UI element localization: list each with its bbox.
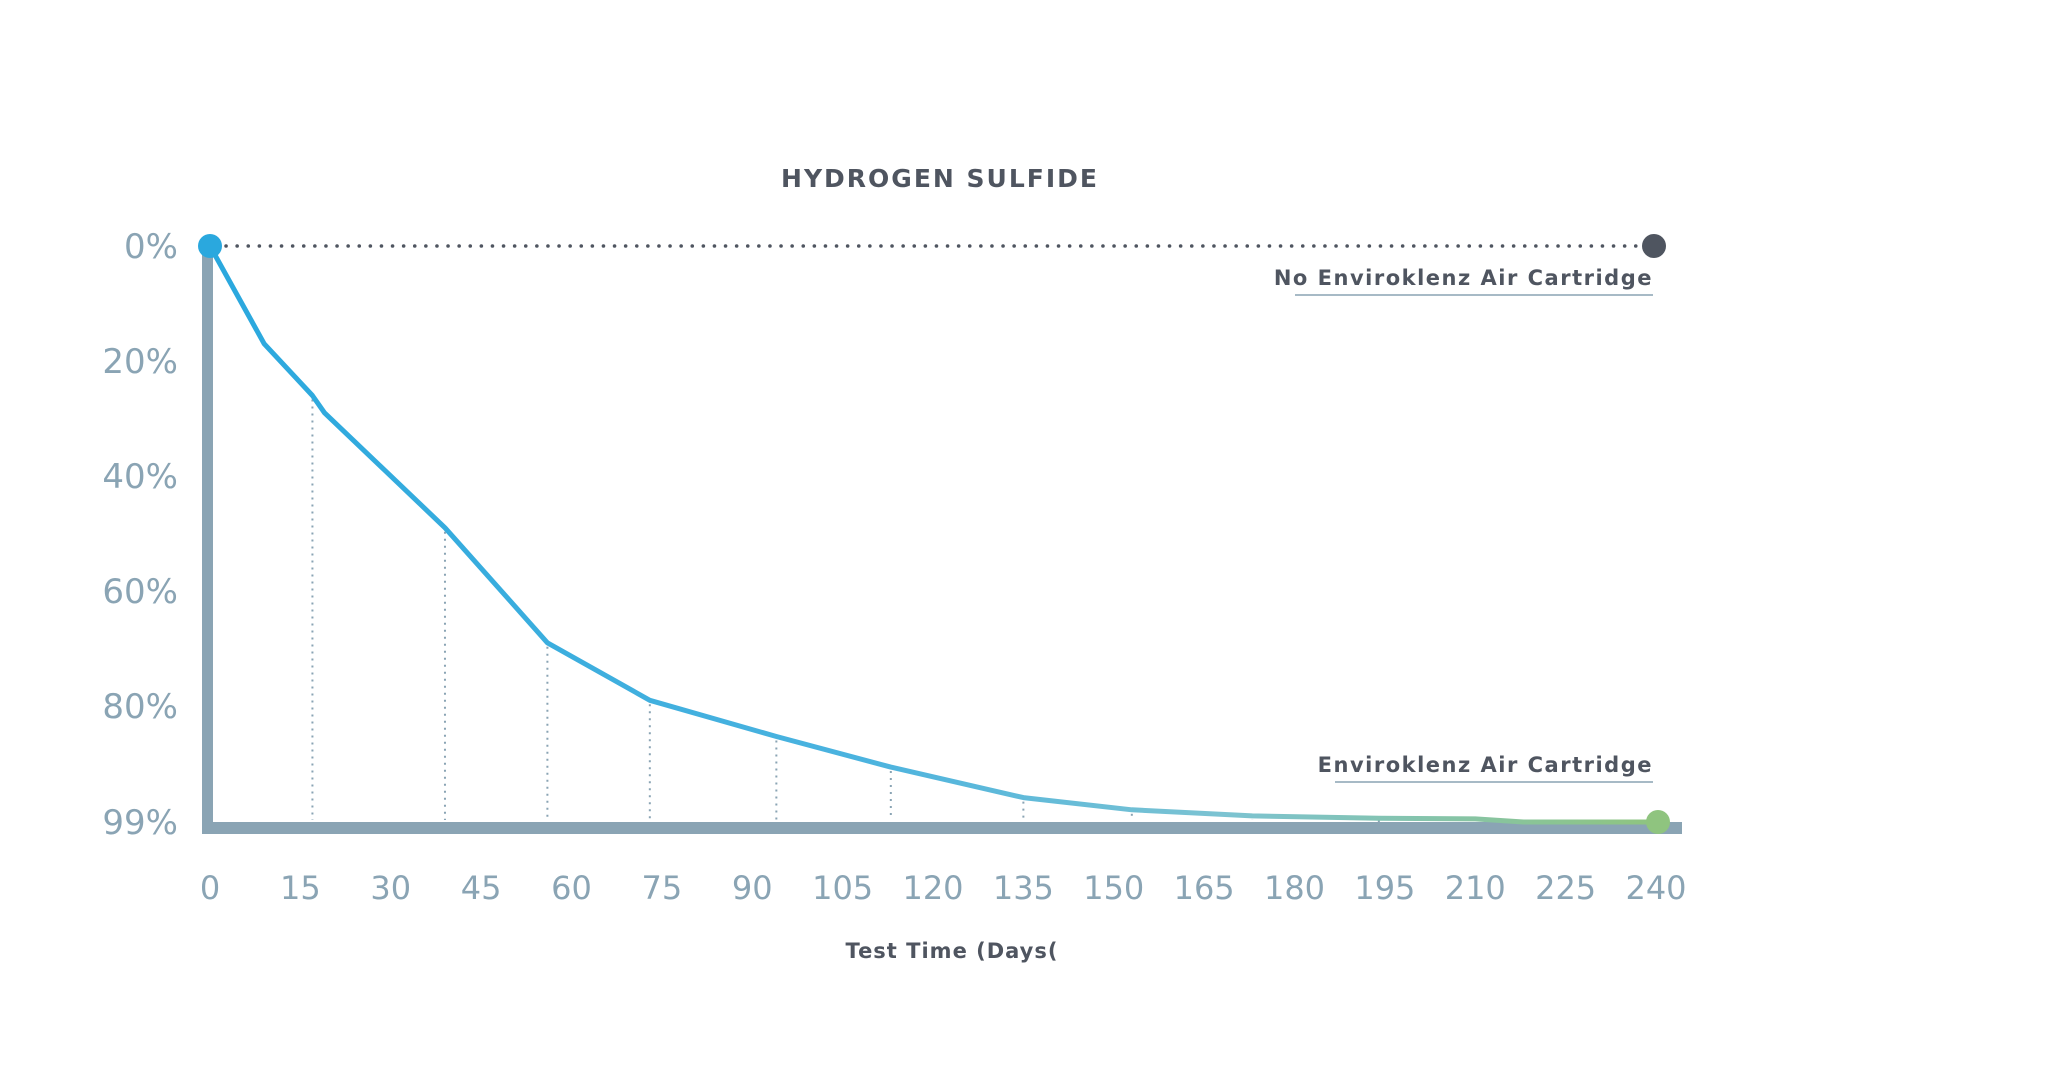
series-label-no-cartridge: No Enviroklenz Air Cartridge (1274, 266, 1653, 290)
x-tick-label: 225 (1535, 869, 1596, 907)
x-tick-label: 60 (551, 869, 592, 907)
y-axis-ticks: 0% 20% 40% 60% 80% 99% (102, 227, 178, 843)
x-tick-label: 240 (1625, 869, 1686, 907)
y-tick-label: 40% (102, 457, 178, 497)
x-axis-label: Test Time (Days( (846, 939, 1059, 963)
start-marker (198, 234, 222, 258)
x-tick-label: 15 (280, 869, 321, 907)
y-tick-label: 80% (102, 687, 178, 727)
x-tick-label: 135 (993, 869, 1054, 907)
x-tick-label: 105 (812, 869, 873, 907)
series-label-cartridge: Enviroklenz Air Cartridge (1318, 753, 1653, 777)
x-tick-label: 195 (1354, 869, 1415, 907)
x-tick-label: 165 (1174, 869, 1235, 907)
x-tick-label: 120 (902, 869, 963, 907)
end-marker-cartridge (1646, 810, 1670, 834)
y-tick-label: 20% (102, 342, 178, 382)
y-axis-line (202, 246, 213, 834)
x-tick-label: 180 (1264, 869, 1325, 907)
drop-lines (311, 399, 1380, 823)
x-tick-label: 90 (732, 869, 773, 907)
y-tick-label: 99% (102, 803, 178, 843)
series-layer (198, 234, 1670, 834)
x-axis-line (202, 822, 1682, 834)
x-tick-label: 30 (370, 869, 411, 907)
end-marker-no-cartridge (1642, 234, 1666, 258)
x-axis-ticks: 0 15 30 45 60 75 90 105 120 135 150 165 180 195 210 225… (200, 869, 1687, 907)
x-tick-label: 0 (200, 869, 220, 907)
x-tick-label: 150 (1083, 869, 1144, 907)
x-tick-label: 45 (461, 869, 502, 907)
chart-title: HYDROGEN SULFIDE (781, 164, 1099, 193)
x-tick-label: 210 (1445, 869, 1506, 907)
y-tick-label: 0% (124, 227, 178, 267)
series-cartridge-line (207, 243, 1659, 825)
x-tick-label: 75 (642, 869, 683, 907)
y-tick-label: 60% (102, 572, 178, 612)
